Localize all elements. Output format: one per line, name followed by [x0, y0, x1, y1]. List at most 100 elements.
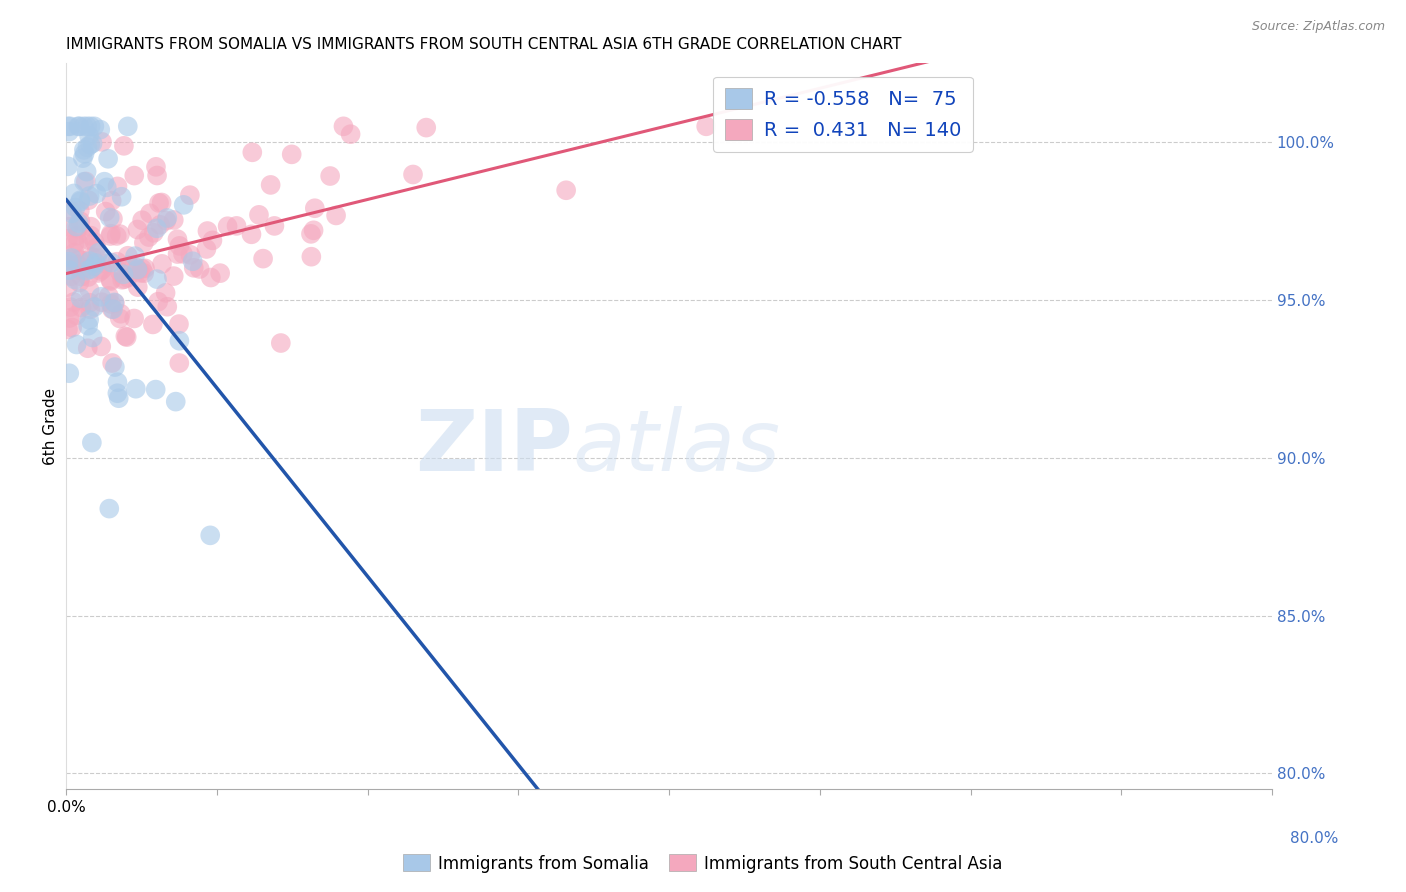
Point	[56, 257, 79, 271]
Point	[58, 263, 80, 277]
Point	[188, 262, 211, 277]
Point	[114, 329, 136, 343]
Point	[142, 226, 165, 240]
Point	[69, 263, 91, 277]
Point	[263, 219, 285, 233]
Point	[167, 317, 190, 331]
Point	[72, 120, 94, 134]
Point	[80, 219, 103, 234]
Point	[108, 311, 131, 326]
Point	[58, 252, 80, 267]
Point	[63, 236, 86, 251]
Point	[149, 218, 172, 232]
Point	[127, 280, 149, 294]
Point	[77, 193, 100, 207]
Point	[75, 174, 97, 188]
Point	[124, 249, 146, 263]
Point	[172, 247, 194, 261]
Point	[156, 211, 179, 225]
Point	[72, 151, 94, 165]
Point	[117, 270, 139, 285]
Point	[87, 266, 110, 280]
Text: atlas: atlas	[572, 407, 780, 490]
Text: IMMIGRANTS FROM SOMALIA VS IMMIGRANTS FROM SOUTH CENTRAL ASIA 6TH GRADE CORRELAT: IMMIGRANTS FROM SOMALIA VS IMMIGRANTS FR…	[66, 37, 903, 53]
Point	[60, 320, 83, 334]
Point	[150, 195, 173, 210]
Point	[302, 223, 325, 237]
Point	[101, 302, 124, 317]
Point	[240, 227, 263, 242]
Point	[69, 291, 91, 305]
Point	[80, 262, 103, 277]
Point	[105, 386, 128, 401]
Point	[60, 204, 83, 219]
Point	[79, 283, 101, 297]
Point	[131, 261, 153, 276]
Point	[79, 254, 101, 268]
Point	[104, 360, 127, 375]
Point	[79, 302, 101, 317]
Point	[148, 196, 170, 211]
Point	[304, 201, 326, 215]
Point	[112, 268, 135, 282]
Point	[145, 383, 167, 397]
Point	[209, 266, 232, 280]
Point	[139, 206, 162, 220]
Point	[67, 216, 90, 230]
Point	[63, 272, 86, 286]
Point	[70, 269, 93, 284]
Point	[83, 120, 105, 134]
Point	[166, 247, 188, 261]
Point	[225, 219, 247, 233]
Point	[83, 259, 105, 273]
Point	[79, 137, 101, 152]
Point	[112, 272, 135, 286]
Point	[97, 152, 120, 166]
Point	[107, 391, 129, 405]
Point	[134, 261, 156, 276]
Point	[67, 120, 90, 134]
Point	[100, 273, 122, 287]
Point	[111, 273, 134, 287]
Point	[73, 146, 96, 161]
Point	[101, 211, 124, 226]
Point	[100, 194, 122, 208]
Point	[90, 290, 112, 304]
Point	[67, 235, 90, 250]
Point	[56, 232, 79, 246]
Point	[65, 228, 87, 243]
Point	[181, 254, 204, 268]
Point	[169, 334, 191, 348]
Point	[105, 254, 128, 268]
Point	[134, 266, 156, 280]
Point	[63, 245, 86, 260]
Point	[86, 186, 108, 201]
Point	[169, 356, 191, 370]
Point	[200, 528, 222, 542]
Point	[110, 190, 132, 204]
Point	[146, 272, 169, 286]
Point	[58, 254, 80, 268]
Point	[60, 269, 83, 284]
Point	[112, 138, 135, 153]
Point	[69, 214, 91, 228]
Point	[118, 258, 141, 272]
Point	[402, 168, 425, 182]
Point	[90, 264, 112, 278]
Legend: Immigrants from Somalia, Immigrants from South Central Asia: Immigrants from Somalia, Immigrants from…	[396, 847, 1010, 880]
Point	[58, 366, 80, 380]
Point	[56, 120, 79, 134]
Point	[415, 120, 437, 135]
Point	[90, 295, 112, 310]
Point	[319, 169, 342, 183]
Point	[69, 193, 91, 207]
Point	[77, 269, 100, 284]
Point	[70, 301, 93, 315]
Point	[65, 308, 87, 322]
Point	[67, 276, 90, 290]
Point	[163, 213, 186, 227]
Point	[91, 262, 114, 277]
Point	[56, 322, 79, 336]
Point	[58, 219, 80, 234]
Point	[107, 179, 129, 194]
